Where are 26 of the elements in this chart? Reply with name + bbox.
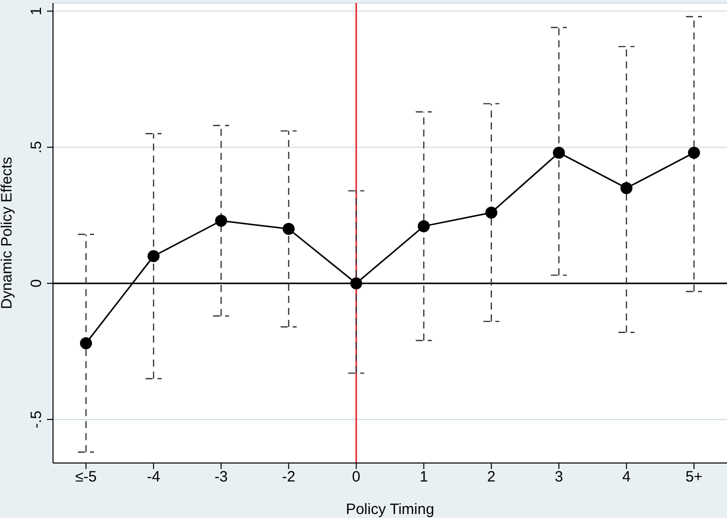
x-tick-label: 4 xyxy=(622,468,631,486)
point xyxy=(688,146,700,159)
x-tick-label: 1 xyxy=(420,468,428,486)
point xyxy=(350,277,362,290)
y-tick-label: 0 xyxy=(28,279,45,288)
x-tick-label: 3 xyxy=(554,468,564,486)
point xyxy=(418,220,430,232)
x-tick-label: -2 xyxy=(282,468,296,486)
point xyxy=(620,182,632,194)
y-tick-label: .5 xyxy=(28,141,45,154)
x-axis-title: Policy Timing xyxy=(346,501,434,518)
x-tick-label: ≤-5 xyxy=(75,468,97,486)
point xyxy=(215,214,228,227)
x-tick-label: 5+ xyxy=(685,468,703,486)
x-tick-label: 0 xyxy=(352,468,360,486)
point xyxy=(552,146,565,159)
point xyxy=(485,206,498,219)
point xyxy=(282,222,295,235)
y-tick-label: 1 xyxy=(28,6,45,16)
point xyxy=(80,337,92,350)
x-tick-label: -4 xyxy=(146,468,160,486)
y-tick-label: -.5 xyxy=(28,410,45,428)
y-axis-title: Dynamic Policy Effects xyxy=(0,156,16,310)
x-tick-label: 2 xyxy=(487,468,496,486)
point xyxy=(148,250,160,262)
x-tick-label: -3 xyxy=(214,468,228,486)
